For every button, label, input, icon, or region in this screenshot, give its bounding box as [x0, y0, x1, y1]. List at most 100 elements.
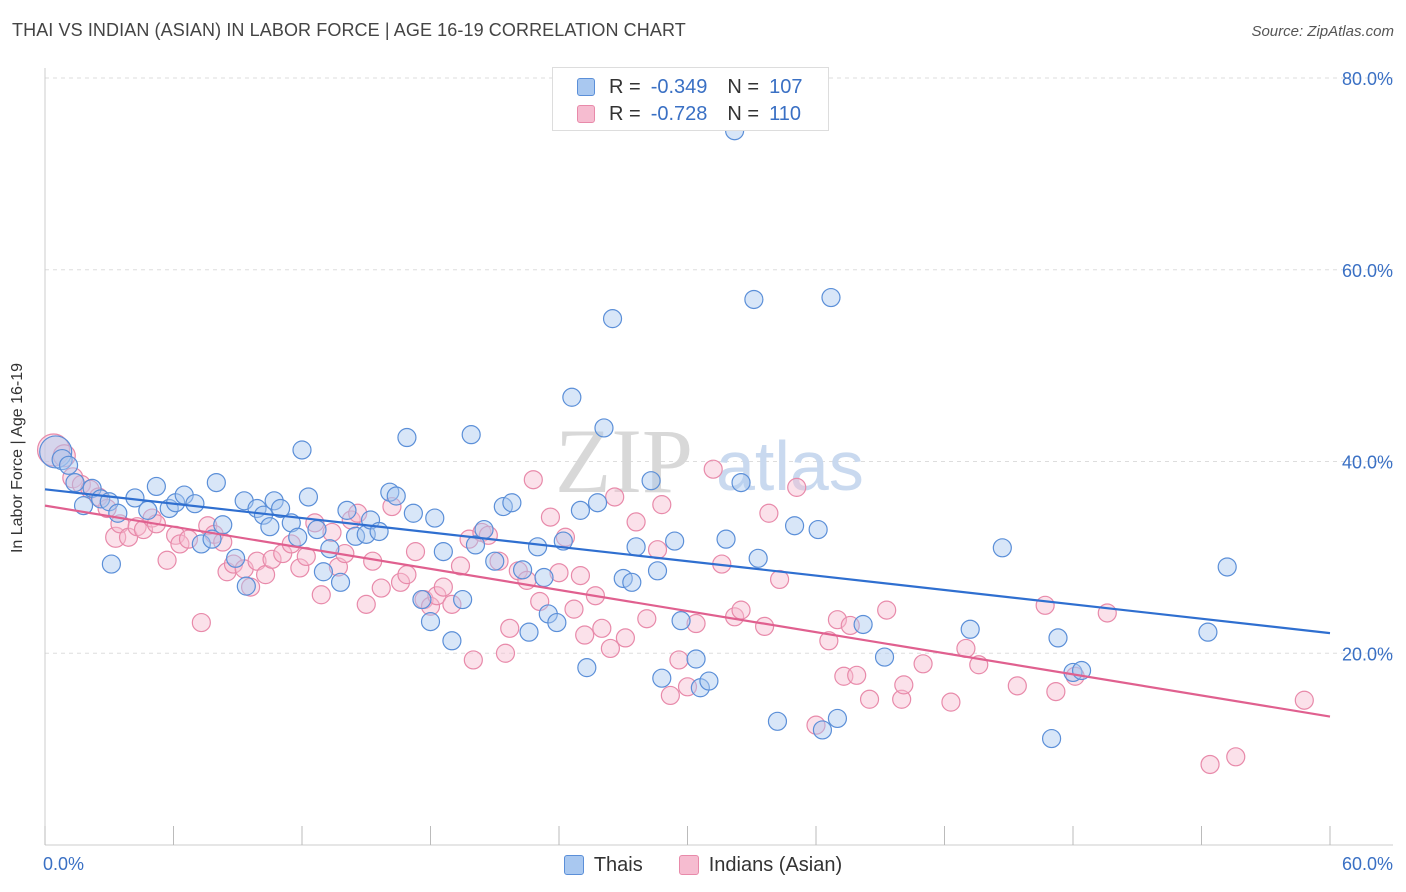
data-point [575, 625, 595, 645]
data-point [433, 542, 453, 562]
data-point [465, 535, 486, 555]
data-point [754, 616, 775, 637]
data-point [847, 665, 867, 685]
data-point [594, 418, 614, 438]
indian-points [36, 433, 1314, 775]
data-point [686, 613, 706, 634]
data-point [390, 572, 411, 592]
data-point [540, 507, 561, 527]
data-point [386, 486, 406, 506]
data-point [744, 289, 764, 310]
thai-trend-line [44, 488, 1331, 635]
data-point [600, 638, 621, 659]
n-value: 110 [769, 102, 801, 125]
data-point [759, 503, 779, 523]
data-point [1226, 747, 1246, 767]
data-point [290, 558, 310, 578]
data-point [420, 612, 441, 632]
data-point [641, 471, 661, 491]
data-point [1048, 628, 1068, 648]
data-point [412, 589, 432, 610]
data-point [671, 611, 691, 631]
data-point [553, 531, 573, 551]
data-point [821, 287, 841, 308]
data-point [894, 675, 914, 695]
data-point [58, 455, 79, 475]
data-point [519, 622, 539, 642]
data-point [699, 671, 719, 691]
data-point [941, 692, 961, 712]
data-point [288, 527, 308, 547]
y-tick-label: 20.0% [1342, 644, 1393, 664]
data-point [874, 647, 895, 667]
data-point [502, 493, 522, 513]
data-point [1294, 690, 1314, 710]
data-point [527, 537, 548, 557]
data-point [270, 498, 291, 519]
data-point [313, 562, 334, 582]
data-point [731, 600, 751, 620]
data-point [485, 551, 505, 571]
data-point [647, 540, 668, 560]
data-point [495, 643, 516, 663]
y-axis-label-text: In Labor Force | Age 16-19 [9, 362, 26, 554]
data-point [320, 539, 340, 559]
data-point [562, 387, 582, 407]
data-point [403, 503, 423, 523]
data-point [808, 519, 828, 540]
data-point [461, 425, 481, 445]
series-legend: Thais Indians (Asian) [0, 852, 1406, 878]
data-point [827, 708, 848, 729]
data-point [307, 519, 327, 540]
data-point [236, 576, 256, 596]
legend-row-indian: R = -0.728 N = 110 [577, 101, 801, 127]
thai-swatch [563, 855, 584, 875]
gridlines [45, 77, 1393, 654]
data-point [226, 548, 246, 568]
stats-legend: R = -0.349 N = 107 R = -0.728 N = 110 [552, 67, 829, 131]
data-point [453, 589, 473, 610]
data-point [784, 516, 805, 536]
x-tick-label-end: 60.0% [1342, 854, 1393, 874]
data-point [669, 650, 689, 670]
source-credit: Source: ZipAtlas.com [1251, 23, 1394, 40]
data-point [622, 572, 642, 592]
data-point [1046, 681, 1066, 702]
data-point [1198, 622, 1218, 642]
data-point [191, 534, 211, 554]
data-point [686, 649, 706, 669]
data-point [264, 491, 284, 511]
data-point [260, 517, 280, 537]
thai-swatch [577, 78, 595, 96]
data-point [853, 614, 873, 635]
n-label: N = [727, 75, 760, 98]
data-point [213, 532, 233, 552]
data-point [356, 594, 376, 614]
data-point [191, 612, 211, 633]
chart-title: THAI VS INDIAN (ASIAN) IN LABOR FORCE | … [12, 20, 686, 40]
data-point [442, 594, 462, 614]
data-point [512, 560, 533, 580]
r-value: -0.349 [650, 75, 708, 98]
trend-lines [44, 488, 1331, 718]
data-point [138, 500, 158, 520]
legend-item-indians[interactable]: Indians (Asian) [678, 854, 842, 877]
data-point [371, 578, 391, 598]
data-point [157, 550, 177, 570]
data-point [397, 427, 417, 448]
data-point [534, 567, 554, 588]
data-point [819, 631, 839, 651]
indian-swatch [678, 855, 699, 875]
data-point [577, 658, 597, 678]
legend-item-thais[interactable]: Thais [563, 854, 643, 877]
data-point [500, 618, 520, 638]
n-value: 107 [769, 75, 803, 98]
data-point [652, 668, 672, 688]
data-point [213, 515, 233, 535]
data-point [397, 565, 417, 585]
data-point [570, 565, 591, 586]
data-point [877, 600, 897, 620]
data-point [433, 577, 453, 597]
data-point [337, 500, 357, 520]
